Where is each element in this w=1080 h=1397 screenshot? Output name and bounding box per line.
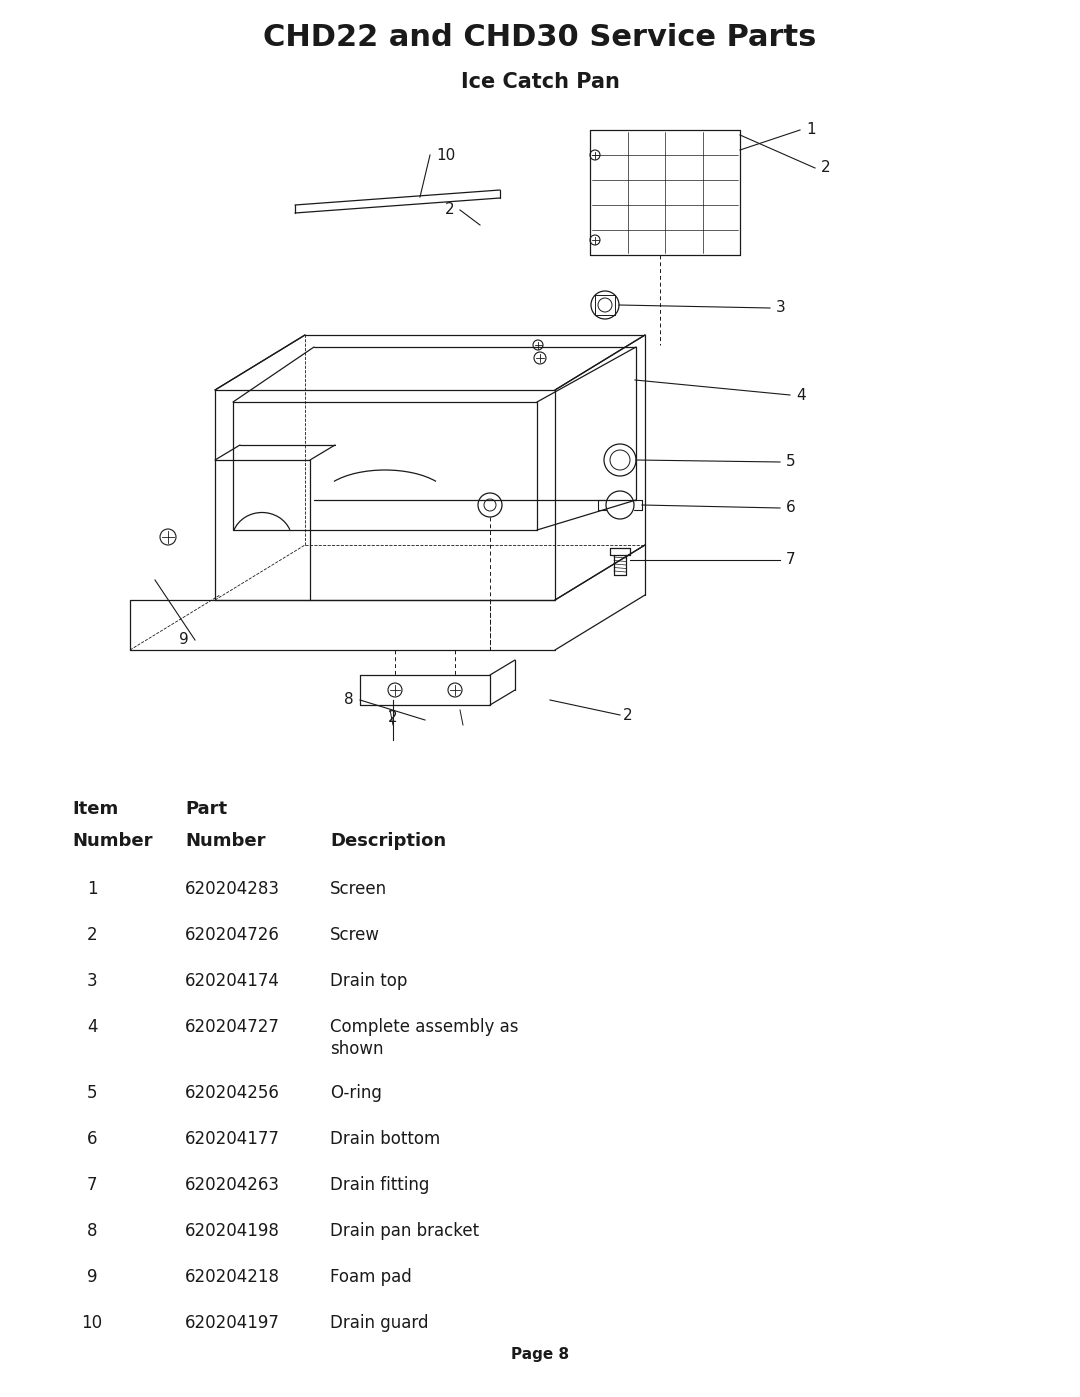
Text: 5: 5: [786, 454, 796, 469]
Text: Number: Number: [185, 833, 266, 849]
Text: 620204263: 620204263: [185, 1176, 280, 1194]
Text: Drain top: Drain top: [330, 972, 407, 990]
Text: 620204727: 620204727: [185, 1018, 280, 1037]
Text: 8: 8: [345, 693, 354, 707]
Text: 2: 2: [388, 710, 397, 725]
Text: Drain bottom: Drain bottom: [330, 1130, 441, 1148]
Text: 2: 2: [821, 161, 831, 176]
Text: Screen: Screen: [330, 880, 387, 898]
Text: Description: Description: [330, 833, 446, 849]
Text: Drain pan bracket: Drain pan bracket: [330, 1222, 480, 1241]
Text: 10: 10: [436, 148, 456, 162]
Text: Foam pad: Foam pad: [330, 1268, 411, 1287]
Text: 620204218: 620204218: [185, 1268, 280, 1287]
Text: 620204197: 620204197: [185, 1315, 280, 1331]
Text: 620204726: 620204726: [185, 926, 280, 944]
Text: Ice Catch Pan: Ice Catch Pan: [460, 73, 620, 92]
Text: Item: Item: [72, 800, 118, 819]
Text: CHD22 and CHD30 Service Parts: CHD22 and CHD30 Service Parts: [264, 24, 816, 53]
Text: 620204256: 620204256: [185, 1084, 280, 1102]
Text: Drain fitting: Drain fitting: [330, 1176, 430, 1194]
Text: Drain guard: Drain guard: [330, 1315, 429, 1331]
Text: Complete assembly as: Complete assembly as: [330, 1018, 518, 1037]
Text: shown: shown: [330, 1039, 383, 1058]
Text: 3: 3: [86, 972, 97, 990]
Text: 7: 7: [86, 1176, 97, 1194]
Text: Part: Part: [185, 800, 227, 819]
Text: Screw: Screw: [330, 926, 380, 944]
Text: 4: 4: [86, 1018, 97, 1037]
Text: 620204283: 620204283: [185, 880, 280, 898]
Text: O-ring: O-ring: [330, 1084, 382, 1102]
Text: 620204174: 620204174: [185, 972, 280, 990]
Text: Page 8: Page 8: [511, 1348, 569, 1362]
Text: 6: 6: [786, 500, 796, 515]
Text: 2: 2: [86, 926, 97, 944]
Text: 6: 6: [86, 1130, 97, 1148]
Text: 9: 9: [179, 633, 189, 647]
Text: 5: 5: [86, 1084, 97, 1102]
Text: Number: Number: [72, 833, 152, 849]
Text: 10: 10: [81, 1315, 103, 1331]
Text: 9: 9: [86, 1268, 97, 1287]
Text: 1: 1: [86, 880, 97, 898]
Text: 4: 4: [796, 387, 806, 402]
Text: 2: 2: [444, 203, 454, 218]
Text: 1: 1: [806, 123, 815, 137]
Text: 8: 8: [86, 1222, 97, 1241]
Text: 7: 7: [786, 552, 796, 567]
Text: 3: 3: [777, 300, 786, 316]
Text: 2: 2: [623, 707, 633, 722]
Text: 620204177: 620204177: [185, 1130, 280, 1148]
Text: 620204198: 620204198: [185, 1222, 280, 1241]
